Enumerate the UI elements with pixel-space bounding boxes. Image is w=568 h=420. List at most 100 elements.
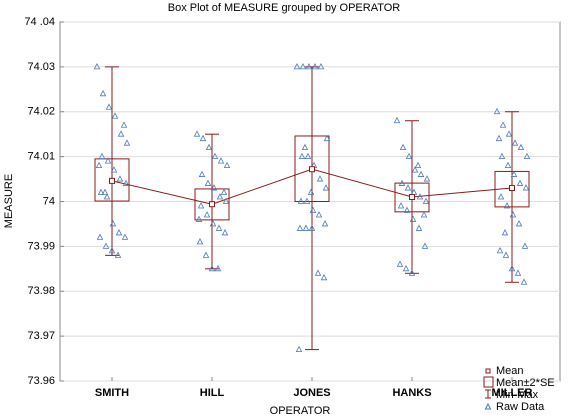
raw-point bbox=[508, 264, 516, 272]
y-tick-label: 74.02 bbox=[27, 106, 55, 118]
raw-point bbox=[321, 220, 329, 227]
y-axis-title: MEASURE bbox=[3, 174, 15, 228]
raw-point bbox=[317, 63, 325, 70]
y-tick-label: 73.99 bbox=[27, 240, 55, 252]
raw-point bbox=[222, 197, 230, 204]
raw-point bbox=[522, 184, 530, 191]
raw-point bbox=[195, 215, 203, 222]
raw-point bbox=[209, 220, 217, 227]
y-tick-label: 74 .04 bbox=[24, 16, 55, 28]
raw-point bbox=[210, 184, 218, 191]
raw-point bbox=[417, 170, 425, 177]
chart-title: Box Plot of MEASURE grouped by OPERATOR bbox=[168, 2, 401, 14]
raw-point bbox=[311, 63, 319, 70]
raw-point bbox=[308, 224, 316, 231]
raw-point bbox=[509, 211, 517, 218]
raw-point bbox=[398, 179, 406, 186]
raw-point bbox=[97, 188, 105, 195]
raw-point bbox=[523, 152, 531, 160]
raw-point bbox=[216, 193, 224, 200]
raw-point bbox=[221, 229, 229, 236]
raw-point bbox=[215, 224, 223, 231]
raw-point bbox=[502, 251, 510, 258]
se-box bbox=[394, 182, 430, 213]
raw-point bbox=[301, 143, 309, 151]
raw-point bbox=[314, 269, 322, 276]
raw-point bbox=[220, 188, 228, 195]
raw-point bbox=[320, 273, 328, 281]
raw-point bbox=[516, 179, 524, 186]
legend-label: Mean±2*SE bbox=[496, 377, 555, 389]
raw-point bbox=[297, 197, 305, 204]
x-tick-label: HILL bbox=[200, 387, 225, 399]
legend-mean-icon bbox=[485, 368, 491, 374]
raw-point bbox=[511, 139, 519, 146]
raw-point bbox=[202, 251, 210, 258]
raw-point bbox=[199, 134, 207, 142]
raw-point bbox=[396, 260, 404, 267]
raw-point bbox=[122, 179, 130, 186]
raw-point bbox=[322, 184, 330, 191]
mean-marker bbox=[409, 194, 415, 201]
raw-point bbox=[520, 278, 528, 285]
raw-point bbox=[105, 103, 113, 110]
raw-point bbox=[408, 269, 416, 276]
raw-point bbox=[403, 206, 411, 213]
se-box bbox=[94, 158, 130, 202]
raw-point bbox=[98, 152, 106, 160]
raw-point bbox=[302, 224, 310, 231]
legend-range-icon bbox=[485, 389, 491, 399]
raw-point bbox=[114, 251, 122, 258]
raw-point bbox=[503, 202, 511, 209]
raw-point bbox=[309, 206, 317, 213]
mean-marker bbox=[209, 201, 215, 208]
raw-point bbox=[196, 238, 204, 245]
x-tick-label: MILLER bbox=[492, 387, 533, 399]
legend-label: Mean bbox=[496, 365, 524, 377]
raw-point bbox=[499, 121, 507, 128]
legend-raw-icon bbox=[484, 402, 492, 410]
mean-marker bbox=[309, 166, 315, 173]
raw-point bbox=[108, 246, 116, 254]
raw-point bbox=[493, 107, 501, 115]
raw-point bbox=[420, 211, 428, 218]
raw-point bbox=[421, 242, 429, 249]
raw-point bbox=[304, 152, 312, 160]
raw-point bbox=[211, 152, 219, 160]
raw-point bbox=[104, 157, 112, 164]
raw-point bbox=[305, 63, 313, 70]
raw-point bbox=[120, 121, 128, 128]
raw-point bbox=[295, 345, 303, 352]
raw-point bbox=[415, 224, 423, 231]
y-tick-label: 74.01 bbox=[27, 151, 55, 163]
raw-point bbox=[501, 229, 509, 236]
y-tick-label: 73.97 bbox=[27, 330, 55, 342]
se-box bbox=[494, 170, 530, 208]
raw-point bbox=[217, 157, 225, 164]
x-axis-title: OPERATOR bbox=[270, 405, 331, 417]
raw-point bbox=[409, 215, 417, 222]
y-tick-label: 73.98 bbox=[27, 285, 55, 297]
raw-point bbox=[198, 170, 206, 177]
raw-point bbox=[323, 134, 331, 142]
x-tick-label: JONES bbox=[293, 387, 330, 399]
raw-point bbox=[204, 179, 212, 186]
y-tick-label: 74 bbox=[43, 195, 55, 207]
raw-point bbox=[411, 166, 419, 173]
se-box bbox=[294, 135, 330, 202]
raw-point bbox=[517, 143, 525, 151]
raw-point bbox=[504, 161, 512, 168]
raw-point bbox=[414, 161, 422, 168]
raw-point bbox=[197, 202, 205, 209]
raw-point bbox=[208, 264, 216, 272]
raw-point bbox=[203, 211, 211, 218]
raw-point bbox=[510, 170, 518, 177]
raw-point bbox=[402, 264, 410, 272]
raw-point bbox=[110, 166, 118, 173]
raw-point bbox=[423, 175, 431, 182]
raw-point bbox=[299, 63, 307, 70]
legend-label: Min-Max bbox=[496, 389, 539, 401]
raw-point bbox=[399, 143, 407, 151]
raw-point bbox=[214, 264, 222, 272]
